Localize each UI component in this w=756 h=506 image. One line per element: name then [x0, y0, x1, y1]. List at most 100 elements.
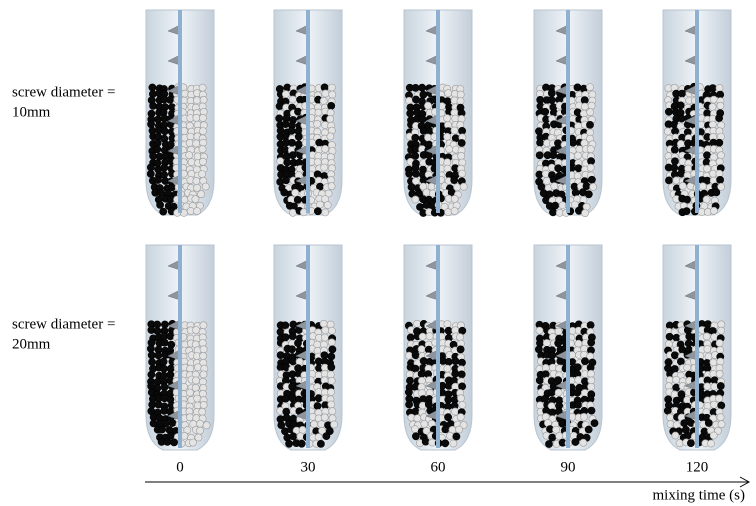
particle: [535, 376, 544, 385]
particle: [574, 339, 583, 348]
particle: [716, 175, 724, 184]
particle: [316, 200, 324, 209]
particle: [147, 120, 155, 129]
particle: [154, 351, 163, 360]
particle: [159, 207, 168, 216]
particle: [581, 357, 589, 366]
particle: [444, 381, 453, 390]
particle: [541, 370, 550, 379]
particle: [450, 194, 459, 203]
particle: [294, 339, 302, 347]
particle: [456, 97, 465, 105]
particle: [146, 344, 155, 353]
particle: [160, 127, 169, 136]
particle: [327, 363, 336, 372]
particle: [411, 177, 420, 186]
particle: [328, 345, 337, 354]
particle: [405, 96, 413, 105]
particle: [192, 96, 201, 105]
particle: [297, 439, 306, 448]
particle: [199, 400, 208, 409]
particle: [709, 431, 718, 440]
particle: [451, 407, 459, 416]
particle: [413, 319, 421, 328]
particle: [683, 195, 691, 204]
particle: [715, 138, 724, 147]
particle: [160, 338, 169, 347]
particle: [316, 439, 325, 448]
particle: [277, 421, 286, 429]
particle: [672, 176, 681, 185]
particle: [716, 90, 725, 99]
particle: [314, 108, 323, 117]
particle: [288, 138, 296, 147]
particle: [198, 170, 206, 178]
particle: [586, 83, 594, 91]
particle: [443, 132, 452, 141]
particle: [319, 319, 328, 328]
particle: [554, 327, 563, 336]
particle: [288, 345, 296, 354]
particle: [317, 420, 326, 429]
particle: [327, 326, 336, 335]
particle: [677, 357, 685, 366]
particle: [716, 413, 725, 422]
particle: [275, 102, 284, 111]
particle: [411, 407, 420, 416]
particle: [537, 388, 545, 397]
particle: [289, 357, 297, 366]
particle: [684, 339, 693, 348]
particle: [444, 89, 453, 98]
particle: [547, 388, 556, 397]
particle: [327, 182, 336, 191]
particle: [324, 189, 333, 198]
particle: [548, 363, 557, 372]
particle: [199, 351, 208, 360]
particle: [665, 107, 673, 116]
particle: [275, 114, 284, 123]
particle: [194, 363, 202, 372]
particle: [327, 352, 336, 361]
particle: [193, 394, 202, 403]
particle: [411, 84, 420, 92]
particle: [405, 169, 414, 178]
particle: [715, 114, 723, 122]
particle: [314, 394, 323, 403]
vessel: [273, 244, 343, 451]
particle: [451, 134, 460, 143]
particle: [458, 382, 466, 391]
particle: [587, 382, 595, 391]
particle: [313, 158, 322, 166]
particle: [424, 133, 432, 142]
particle: [443, 164, 452, 173]
particle: [153, 159, 162, 167]
particle: [413, 414, 422, 423]
particle: [326, 115, 335, 123]
particle: [421, 437, 430, 446]
particle: [683, 431, 692, 440]
particle: [445, 145, 454, 154]
particle: [663, 406, 672, 415]
particle: [571, 188, 580, 197]
particle: [411, 133, 420, 142]
particle: [283, 83, 292, 92]
particle: [456, 345, 465, 354]
particle: [185, 138, 194, 147]
particle: [407, 183, 416, 191]
particle: [281, 90, 290, 99]
particle: [321, 89, 330, 98]
particle: [196, 426, 204, 435]
particle: [712, 188, 721, 197]
particle: [424, 345, 433, 354]
particle: [536, 138, 544, 147]
vessel: [273, 9, 343, 217]
particle: [542, 177, 551, 185]
particle: [703, 382, 712, 391]
particle: [548, 433, 557, 442]
particle: [404, 388, 413, 397]
particle: [717, 151, 725, 160]
particle: [281, 120, 290, 128]
particle: [587, 338, 596, 347]
particle: [455, 425, 463, 434]
particle: [198, 407, 207, 416]
